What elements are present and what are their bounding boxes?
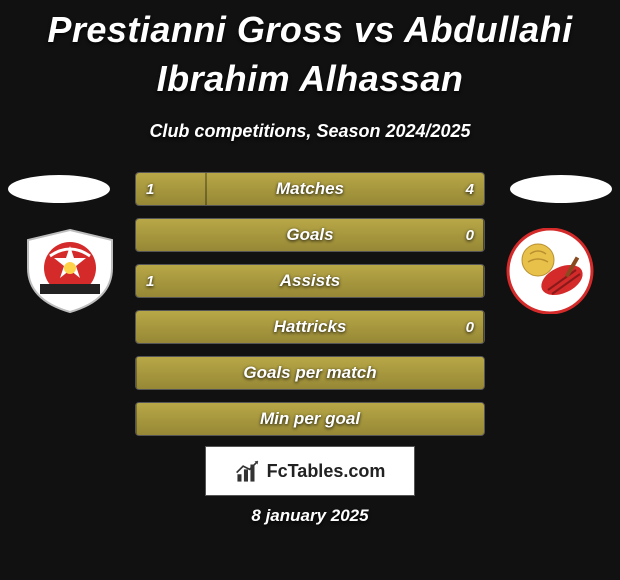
fctables-logo: FcTables.com — [205, 446, 415, 496]
chart-icon — [235, 458, 261, 484]
player-left-oval — [8, 175, 110, 203]
stat-label: Goals per match — [136, 357, 484, 389]
subtitle: Club competitions, Season 2024/2025 — [0, 121, 620, 142]
stat-value-right: 4 — [456, 173, 484, 205]
stats-bars: Matches14Goals0Assists1Hattricks0Goals p… — [135, 172, 485, 448]
club-badge-right — [500, 228, 600, 314]
logo-text: FcTables.com — [267, 461, 386, 482]
stat-label: Assists — [136, 265, 484, 297]
stat-value-right: 0 — [456, 311, 484, 343]
stat-row: Min per goal — [135, 402, 485, 436]
stat-value-left: 1 — [136, 265, 164, 297]
stat-row: Matches1 4 — [135, 172, 485, 206]
stat-label: Min per goal — [136, 403, 484, 435]
stat-row: Goals0 — [135, 218, 485, 252]
page-title: Prestianni Gross vs Abdullahi Ibrahim Al… — [0, 0, 620, 103]
date-label: 8 january 2025 — [0, 506, 620, 526]
stat-label: Goals — [136, 219, 484, 251]
club-icon — [500, 228, 600, 314]
player-right-oval — [510, 175, 612, 203]
club-badge-left — [20, 228, 120, 314]
shield-icon — [20, 228, 120, 314]
stat-row: Hattricks0 — [135, 310, 485, 344]
stat-value-right: 0 — [456, 219, 484, 251]
stat-row: Assists1 — [135, 264, 485, 298]
stat-value-left: 1 — [136, 173, 164, 205]
stat-label: Hattricks — [136, 311, 484, 343]
stat-label: Matches — [136, 173, 484, 205]
stat-row: Goals per match — [135, 356, 485, 390]
